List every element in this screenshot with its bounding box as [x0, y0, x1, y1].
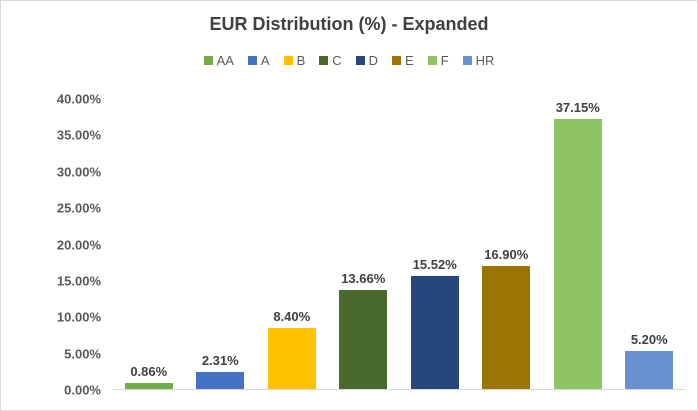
bar-hr: [625, 351, 674, 389]
bar-value-label: 8.40%: [273, 308, 311, 324]
bar-f: [553, 118, 602, 389]
legend-item: B: [283, 53, 306, 68]
bar-slot-a: 2.31%: [185, 99, 257, 389]
bar-slot-d: 15.52%: [399, 99, 471, 389]
legend-item: F: [427, 53, 449, 68]
y-axis-tick-label: 30.00%: [56, 164, 101, 180]
legend-marker: [319, 56, 329, 65]
bar-e: [482, 266, 531, 389]
bar-value-label: 16.90%: [484, 247, 529, 263]
legend-marker: [427, 56, 437, 65]
y-axis-tick-label: 35.00%: [56, 127, 101, 143]
bar-value-label: 15.52%: [412, 257, 457, 273]
legend-marker: [283, 56, 293, 65]
legend-label: D: [368, 53, 379, 68]
y-axis-tick-label: 40.00%: [56, 91, 101, 107]
legend-marker: [462, 56, 472, 65]
legend-marker: [355, 56, 365, 65]
bar-slot-hr: 5.20%: [614, 99, 686, 389]
bar-b: [267, 327, 316, 389]
y-axis-tick-label: 10.00%: [56, 309, 101, 325]
legend-marker: [247, 56, 257, 65]
bar-slot-b: 8.40%: [256, 99, 328, 389]
legend-item: E: [392, 53, 414, 68]
legend-item: HR: [462, 53, 495, 68]
legend: AA A B C D E F HR: [1, 53, 697, 68]
legend-item: A: [247, 53, 270, 68]
bar-c: [339, 289, 388, 389]
legend-label: E: [405, 53, 414, 68]
bar-slot-f: 37.15%: [542, 99, 614, 389]
legend-label: C: [332, 53, 342, 68]
legend-item: C: [319, 53, 342, 68]
legend-marker: [203, 56, 213, 65]
bar-value-label: 2.31%: [201, 353, 239, 369]
bar-slot-aa: 0.86%: [113, 99, 185, 389]
bar-value-label: 5.20%: [630, 332, 668, 348]
bar-slot-c: 13.66%: [328, 99, 400, 389]
bar-aa: [124, 382, 173, 389]
legend-marker: [392, 56, 402, 65]
legend-item: AA: [203, 53, 234, 68]
y-axis-tick-label: 15.00%: [56, 273, 101, 289]
bar-value-label: 0.86%: [130, 363, 168, 379]
y-axis-tick-label: 25.00%: [56, 200, 101, 216]
y-axis-tick-label: 20.00%: [56, 237, 101, 252]
bar-value-label: 37.15%: [555, 99, 600, 115]
legend-item: D: [355, 53, 379, 68]
legend-label: HR: [475, 53, 495, 68]
legend-label: B: [296, 53, 306, 68]
bar-d: [410, 276, 459, 389]
plot-area: 0.86% 2.31% 8.40% 13.66% 15.52% 16.90% 37.15% 5…: [113, 99, 685, 390]
legend-label: F: [440, 53, 449, 68]
y-axis-tick-label: 5.00%: [64, 346, 101, 362]
y-axis-tick-label: 0.00%: [64, 382, 101, 398]
chart-title: EUR Distribution (%) - Expanded: [209, 14, 489, 34]
bar-slot-e: 16.90%: [471, 99, 543, 389]
y-axis: 0.00% 5.00% 10.00% 15.00% 20.00% 25.00% 30.00%…: [1, 1, 101, 410]
legend-label: AA: [216, 53, 234, 68]
bar-a: [196, 372, 245, 389]
bar-value-label: 13.66%: [341, 270, 386, 286]
legend-label: A: [260, 53, 270, 68]
